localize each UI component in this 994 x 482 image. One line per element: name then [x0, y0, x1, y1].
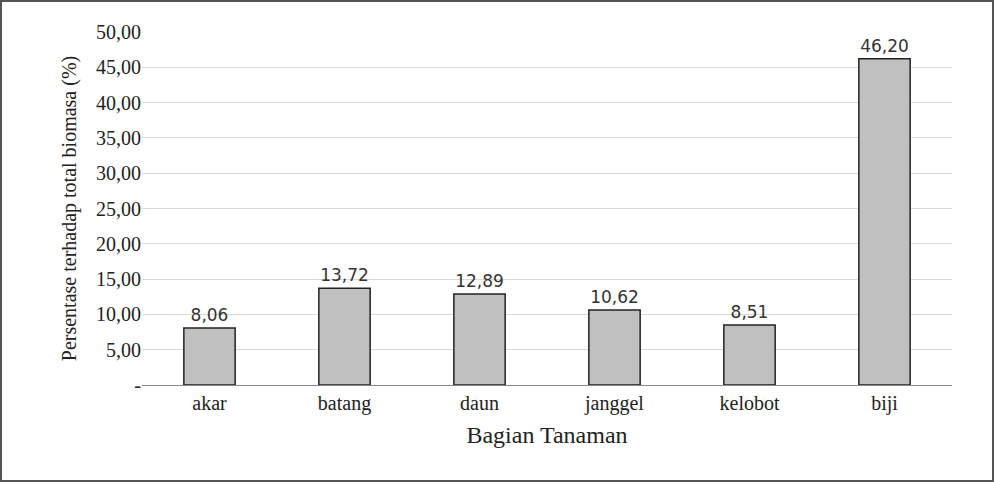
- svg-text:46,20: 46,20: [860, 36, 909, 56]
- svg-text:10,62: 10,62: [590, 287, 639, 307]
- svg-text:45,00: 45,00: [96, 56, 141, 78]
- svg-text:batang: batang: [318, 392, 371, 415]
- svg-text:8,51: 8,51: [731, 302, 769, 322]
- svg-text:13,72: 13,72: [320, 265, 369, 285]
- svg-text:10,00: 10,00: [96, 303, 141, 325]
- svg-text:biji: biji: [871, 392, 898, 415]
- svg-text:Persentase terhadap total biom: Persentase terhadap total biomasa (%): [58, 56, 81, 361]
- svg-text:5,00: 5,00: [106, 339, 141, 361]
- svg-text:daun: daun: [460, 392, 499, 414]
- svg-text:janggel: janggel: [584, 392, 644, 415]
- svg-text:50,00: 50,00: [96, 21, 141, 43]
- svg-text:12,89: 12,89: [455, 271, 504, 291]
- svg-text:35,00: 35,00: [96, 127, 141, 149]
- svg-text:20,00: 20,00: [96, 233, 141, 255]
- svg-text:15,00: 15,00: [96, 268, 141, 290]
- svg-text:25,00: 25,00: [96, 198, 141, 220]
- svg-text:kelobot: kelobot: [720, 392, 780, 414]
- svg-text:Bagian Tanaman: Bagian Tanaman: [466, 422, 627, 448]
- svg-text:akar: akar: [192, 392, 227, 414]
- svg-text:30,00: 30,00: [96, 162, 141, 184]
- svg-text:-: -: [134, 374, 141, 396]
- svg-text:40,00: 40,00: [96, 92, 141, 114]
- svg-text:8,06: 8,06: [191, 305, 229, 325]
